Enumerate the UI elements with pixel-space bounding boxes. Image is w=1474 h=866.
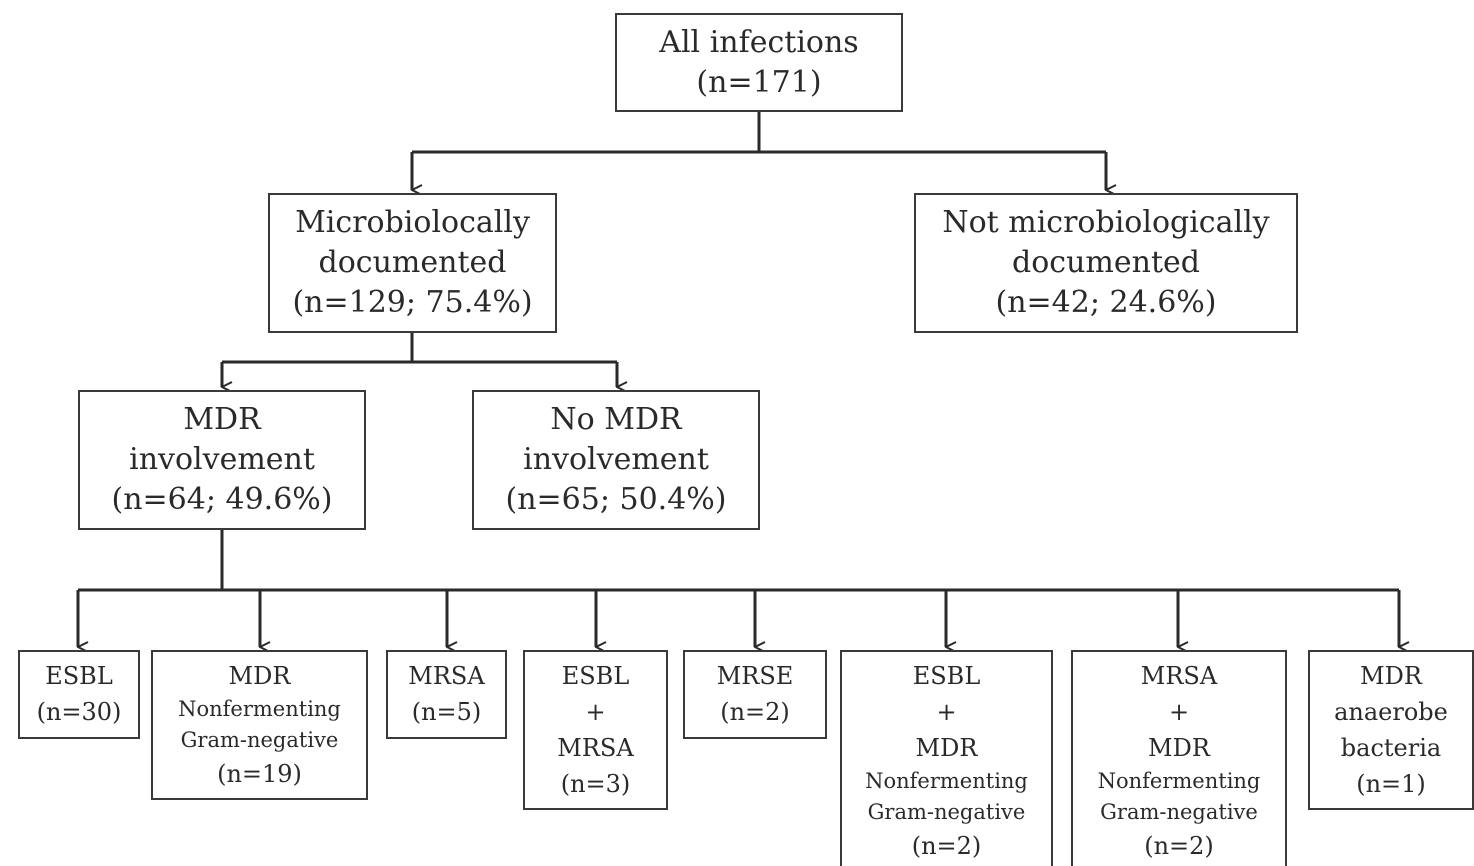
- node-all-infections: All infections (n=171): [615, 13, 903, 112]
- node-mrsa: MRSA (n=5): [386, 650, 507, 739]
- node-text: Not microbiologically: [942, 205, 1270, 240]
- node-text: Nonfermenting: [178, 697, 341, 721]
- node-text: anaerobe: [1334, 698, 1448, 726]
- node-text: Nonfermenting: [1097, 769, 1261, 793]
- node-text: MRSE: [716, 662, 794, 690]
- node-count: (n=129; 75.4%): [292, 285, 533, 320]
- node-text: MDR: [1360, 662, 1422, 690]
- node-text: ESBL: [45, 662, 113, 690]
- node-count: (n=2): [1144, 832, 1214, 860]
- node-mrsa-plus-mdr-nonfermenting: MRSA + MDR Nonfermenting Gram-negative (…: [1071, 650, 1287, 866]
- node-microbiologically-documented: Microbiolocally documented (n=129; 75.4%…: [268, 193, 557, 333]
- node-text: +: [1168, 698, 1190, 726]
- node-mdr-nonfermenting: MDR Nonfermenting Gram-negative (n=19): [151, 650, 368, 800]
- node-text: All infections: [659, 25, 859, 60]
- node-text: documented: [318, 245, 507, 280]
- node-mdr-anaerobe-bacteria: MDR anaerobe bacteria (n=1): [1308, 650, 1474, 810]
- node-text: MDR: [1148, 734, 1210, 762]
- node-count: (n=42; 24.6%): [995, 285, 1217, 320]
- node-esbl: ESBL (n=30): [18, 650, 140, 739]
- node-count: (n=65; 50.4%): [505, 482, 727, 517]
- node-text: No MDR: [550, 402, 682, 437]
- node-text: MDR: [915, 734, 978, 762]
- node-not-microbiologically-documented: Not microbiologically documented (n=42; …: [914, 193, 1298, 333]
- node-count: (n=171): [696, 65, 822, 100]
- node-text: MRSA: [1140, 662, 1218, 690]
- node-text: ESBL: [561, 662, 630, 690]
- node-text: +: [936, 698, 957, 726]
- node-text: involvement: [129, 442, 315, 477]
- node-count: (n=19): [217, 760, 302, 788]
- node-text: involvement: [523, 442, 709, 477]
- node-esbl-plus-mrsa: ESBL + MRSA (n=3): [523, 650, 668, 810]
- node-text: documented: [1012, 245, 1200, 280]
- node-text: Nonfermenting: [865, 769, 1028, 793]
- node-count: (n=1): [1356, 770, 1426, 798]
- node-text: MDR: [228, 662, 291, 690]
- node-text: bacteria: [1340, 734, 1442, 762]
- node-esbl-plus-mdr-nonfermenting: ESBL + MDR Nonfermenting Gram-negative (…: [840, 650, 1053, 866]
- node-text: Gram-negative: [1100, 800, 1258, 824]
- node-count: (n=5): [411, 698, 482, 726]
- node-text: MRSA: [557, 734, 634, 762]
- node-text: +: [585, 698, 606, 726]
- node-text: Gram-negative: [180, 728, 339, 752]
- node-text: MDR: [183, 402, 261, 437]
- node-no-mdr-involvement: No MDR involvement (n=65; 50.4%): [472, 390, 760, 530]
- node-count: (n=64; 49.6%): [111, 482, 333, 517]
- node-count: (n=3): [560, 770, 631, 798]
- node-mrse: MRSE (n=2): [683, 650, 827, 739]
- node-count: (n=30): [36, 698, 122, 726]
- node-text: MRSA: [408, 662, 485, 690]
- node-count: (n=2): [720, 698, 790, 726]
- node-mdr-involvement: MDR involvement (n=64; 49.6%): [78, 390, 366, 530]
- node-text: ESBL: [912, 662, 981, 690]
- node-text: Gram-negative: [867, 800, 1026, 824]
- node-count: (n=2): [911, 832, 982, 860]
- node-text: Microbiolocally: [295, 205, 530, 240]
